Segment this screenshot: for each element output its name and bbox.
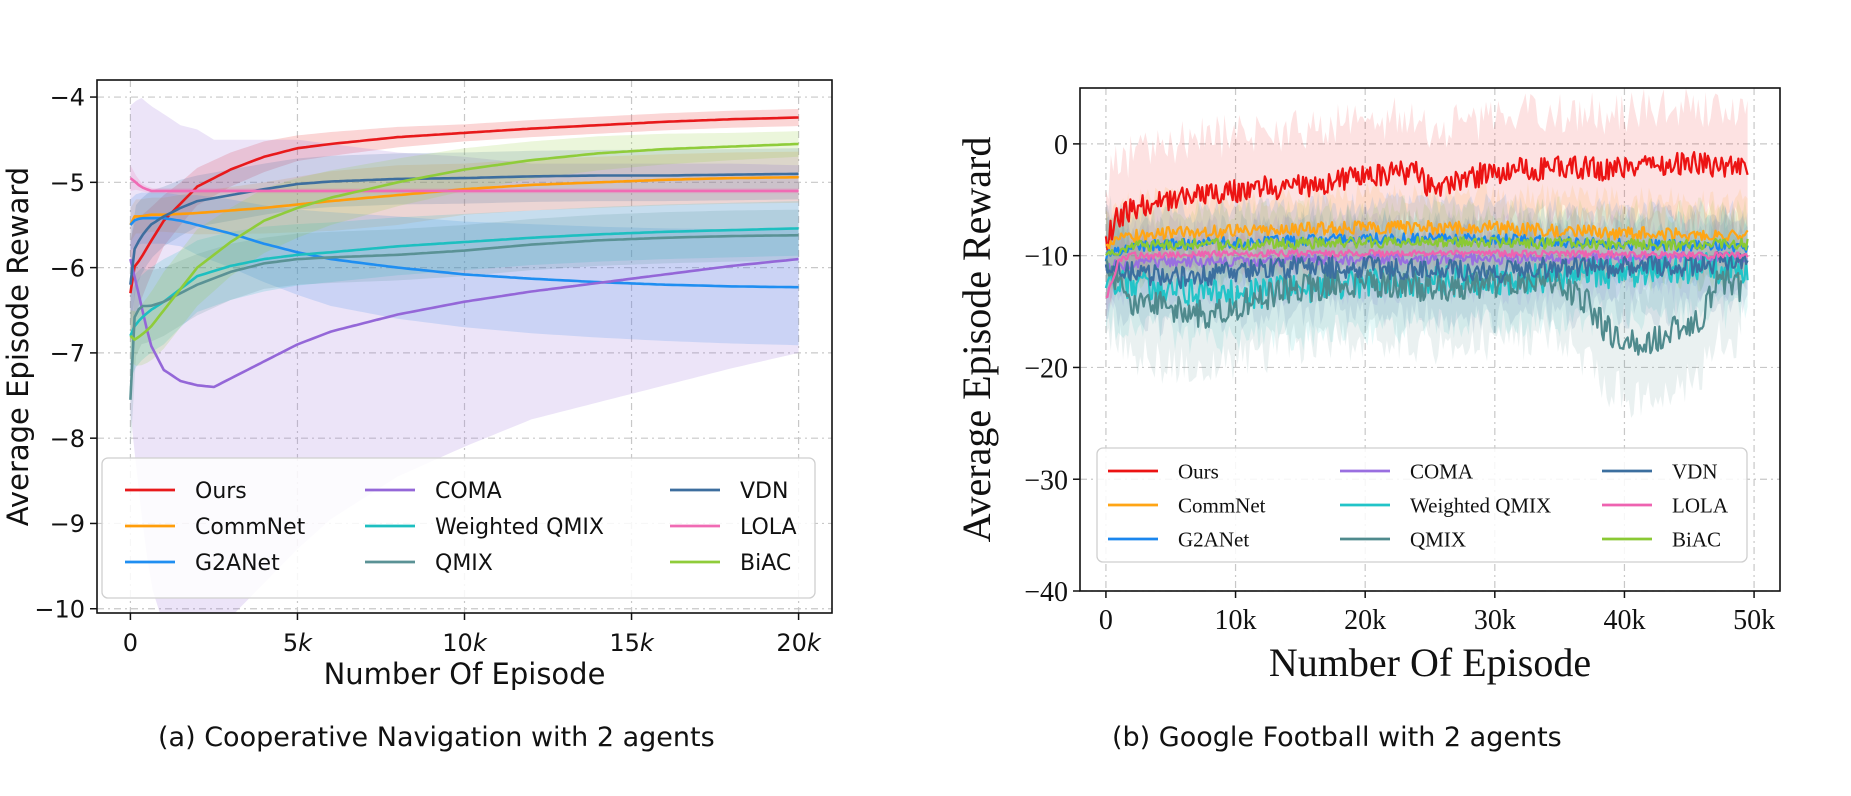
chart-b-series-commnet bbox=[1105, 219, 1749, 251]
chart-b-xtick-label: 40k bbox=[1603, 605, 1645, 636]
chart-b-xtick-label: 20k bbox=[1344, 605, 1386, 636]
chart-b-legend-label-ours: Ours bbox=[1178, 460, 1219, 484]
chart-a-ytick-label: −4 bbox=[50, 84, 85, 112]
chart-a-legend: Ours CommNet G2ANet COMA Weighted QMIX QMIX VD… bbox=[101, 457, 816, 599]
chart-a-legend-label-qmix: QMIX bbox=[435, 551, 493, 576]
chart-b-ytick-label: −30 bbox=[1024, 465, 1068, 496]
caption-b: (b) Google Football with 2 agents bbox=[1112, 722, 1562, 753]
chart-a-legend-label-lola: LOLA bbox=[740, 515, 797, 540]
chart-a-ytick-label: −9 bbox=[50, 510, 85, 538]
chart-a-legend-label-commnet: CommNet bbox=[195, 515, 306, 540]
chart-a-xtick-label: 5k bbox=[283, 629, 313, 657]
chart-b-axes-frame bbox=[1079, 87, 1781, 592]
chart-a-xtick-label: 10k bbox=[442, 629, 488, 657]
chart-a-ytick-label: −10 bbox=[34, 595, 85, 623]
chart-a-series-commnet bbox=[129, 175, 799, 226]
chart-b: 0 10k 20k 30k 40k 50k 0 −10 −20 −30 −40 Number Of E… bbox=[954, 87, 1781, 685]
chart-b-ytick-label: −20 bbox=[1024, 354, 1068, 385]
chart-b-ytick-label: −10 bbox=[1024, 242, 1068, 273]
chart-b-series-lola bbox=[1105, 249, 1749, 299]
chart-b-xtick-label: 0 bbox=[1099, 605, 1113, 636]
chart-b-band-ours bbox=[1105, 88, 1748, 309]
chart-a-series-coma bbox=[129, 257, 799, 389]
chart-a-series-g2anet bbox=[129, 216, 799, 289]
chart-b-legend-label-qmix: QMIX bbox=[1410, 528, 1466, 552]
chart-a-band-qmix bbox=[130, 209, 799, 451]
chart-a: 0 5k 10k 15k 20k −4 −5 −6 −7 −8 −9 −10 Number Of Epi… bbox=[1, 79, 833, 691]
chart-a-series-ours bbox=[129, 116, 799, 294]
chart-b-series-qmix bbox=[1104, 258, 1743, 356]
chart-b-legend-label-g2anet: G2ANet bbox=[1178, 528, 1249, 552]
chart-b-legend-label-commnet: CommNet bbox=[1178, 494, 1266, 518]
chart-a-ytick-label: −8 bbox=[50, 425, 85, 453]
chart-b-xtick-label: 50k bbox=[1733, 605, 1775, 636]
chart-a-legend-label-weighted-qmix: Weighted QMIX bbox=[435, 515, 604, 540]
chart-b-ytick-label: −40 bbox=[1024, 577, 1068, 608]
chart-a-series-vdn bbox=[129, 172, 799, 285]
chart-a-series-biac bbox=[129, 142, 799, 341]
chart-a-legend-label-g2anet: G2ANet bbox=[195, 551, 280, 576]
chart-a-series-lola bbox=[129, 177, 799, 193]
chart-a-xtick-label: 0 bbox=[123, 629, 138, 657]
chart-b-plot-area bbox=[1104, 88, 1749, 418]
chart-b-series-vdn bbox=[1104, 250, 1749, 290]
chart-b-series-biac bbox=[1105, 235, 1749, 257]
chart-a-xtick-label: 15k bbox=[609, 629, 655, 657]
caption-a: (a) Cooperative Navigation with 2 agents bbox=[158, 722, 715, 753]
chart-b-legend-box bbox=[1096, 447, 1748, 563]
chart-a-series-qmix bbox=[129, 233, 799, 400]
chart-a-legend-label-ours: Ours bbox=[195, 479, 247, 504]
chart-b-legend-label-weighted-qmix: Weighted QMIX bbox=[1410, 494, 1551, 518]
chart-a-ylabel: Average Episode Reward bbox=[1, 167, 35, 526]
chart-a-band-vdn bbox=[130, 148, 799, 328]
chart-a-ytick-label: −6 bbox=[50, 254, 85, 282]
chart-a-xlabel: Number Of Episode bbox=[324, 657, 606, 691]
chart-a-ytick-label: −5 bbox=[50, 169, 85, 197]
chart-a-band-weighted-qmix bbox=[130, 201, 799, 379]
chart-a-band-g2anet bbox=[130, 192, 799, 346]
chart-a-legend-box bbox=[101, 457, 816, 599]
chart-b-xlabel: Number Of Episode bbox=[1269, 640, 1591, 685]
chart-b-legend-label-coma: COMA bbox=[1410, 460, 1474, 484]
chart-a-legend-label-biac: BiAC bbox=[740, 551, 791, 576]
chart-b-xtick-label: 10k bbox=[1215, 605, 1257, 636]
chart-b-xtick-label: 30k bbox=[1474, 605, 1516, 636]
chart-b-ylabel: Average Episode Reward bbox=[954, 137, 999, 543]
chart-a-legend-label-vdn: VDN bbox=[740, 479, 788, 504]
chart-b-ytick-label: 0 bbox=[1054, 130, 1068, 161]
chart-a-series-weighted-qmix bbox=[129, 227, 799, 337]
chart-b-legend-label-biac: BiAC bbox=[1672, 528, 1721, 552]
chart-b-legend: Ours CommNet G2ANet COMA Weighted QMIX QMIX VD… bbox=[1096, 447, 1748, 563]
chart-b-legend-label-vdn: VDN bbox=[1672, 460, 1718, 484]
chart-a-xtick-label: 20k bbox=[776, 629, 822, 657]
chart-b-legend-label-lola: LOLA bbox=[1672, 494, 1729, 518]
chart-b-series-ours bbox=[1104, 151, 1749, 251]
chart-a-ytick-label: −7 bbox=[50, 340, 85, 368]
chart-a-legend-label-coma: COMA bbox=[435, 479, 502, 504]
